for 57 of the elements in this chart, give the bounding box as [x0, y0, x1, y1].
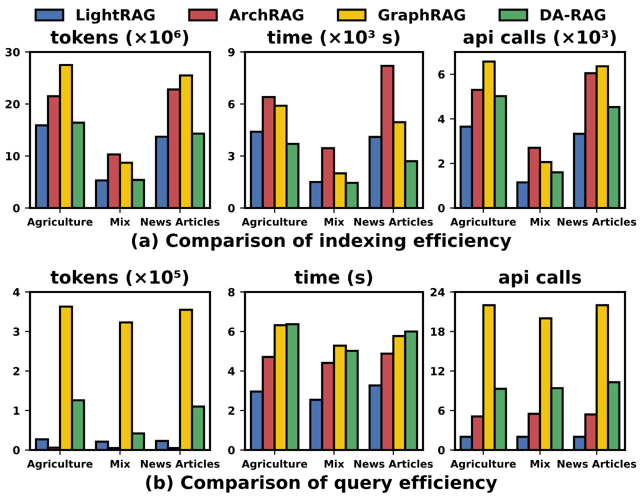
y-tick-label: 3	[228, 152, 234, 160]
x-tick-label: Agriculture	[450, 460, 516, 470]
x-tick-label: News Articles	[558, 460, 636, 468]
legend-label: LightRAG	[76, 8, 154, 24]
x-tick-label: News Articles	[140, 460, 220, 468]
y-tick-label: 0	[438, 446, 445, 454]
x-tick-label: Agriculture	[450, 218, 516, 228]
x-tick-label: News Articles	[354, 218, 433, 226]
x-tick-label: News Articles	[354, 460, 433, 468]
y-tick-label: 0	[13, 204, 20, 212]
x-tick-label: Mix	[110, 218, 130, 226]
x-tick-label: Agriculture	[27, 460, 92, 470]
y-tick-label: 18	[431, 327, 445, 336]
y-tick-label: 24	[430, 288, 445, 296]
text: (b) Comparison of query efficiency	[146, 475, 498, 493]
chart-title: tokens (×10⁵)	[50, 270, 188, 286]
x-tick-label: Mix	[530, 218, 550, 226]
legend-label: DA-RAG	[540, 9, 606, 21]
chart-title: api calls (×10³)	[464, 30, 616, 48]
y-tick-label: 2	[228, 406, 234, 415]
x-tick-label: Agriculture	[27, 218, 92, 228]
x-tick-label: Mix	[110, 460, 130, 468]
y-tick-label: 6	[228, 100, 235, 108]
y-tick-label: 2	[13, 366, 20, 376]
y-tick-label: 6	[438, 70, 445, 79]
y-tick-label: 10	[6, 152, 20, 160]
y-tick-label: 4	[438, 114, 445, 124]
legend-label: ArchRAG	[229, 8, 304, 21]
x-tick-label: News Articles	[140, 218, 220, 226]
y-tick-label: 0	[228, 204, 235, 212]
y-tick-label: 4	[13, 288, 20, 296]
y-tick-label: 0	[228, 446, 235, 454]
x-tick-label: Agriculture	[242, 218, 308, 228]
chart-title: time (s)	[294, 270, 372, 286]
text: (a) Comparison of indexing efficiency	[132, 233, 512, 251]
y-tick-label: 6	[228, 327, 235, 336]
y-tick-label: 8	[228, 288, 235, 296]
y-tick-label: 20	[6, 100, 20, 108]
y-tick-label: 12	[431, 366, 444, 376]
x-tick-label: Mix	[324, 460, 344, 468]
y-tick-label: 1	[14, 406, 20, 415]
chart-title: time (×10³ s)	[267, 30, 400, 46]
x-tick-label: Agriculture	[242, 460, 308, 470]
x-tick-label: Mix	[324, 218, 344, 226]
y-tick-label: 0	[13, 446, 20, 454]
y-tick-label: 30	[6, 48, 20, 56]
y-tick-label: 3	[13, 327, 20, 336]
y-tick-label: 9	[228, 48, 235, 56]
chart-title: api calls	[498, 270, 581, 288]
x-tick-label: Mix	[530, 460, 550, 468]
y-tick-label: 0	[438, 204, 445, 212]
y-tick-label: 4	[228, 367, 235, 376]
y-tick-label: 2	[438, 159, 444, 168]
x-tick-label: News Articles	[558, 218, 636, 226]
legend-label: GraphRAG	[378, 8, 465, 24]
y-tick-label: 6	[438, 406, 445, 415]
chart-title: tokens (×10⁶)	[50, 30, 188, 46]
